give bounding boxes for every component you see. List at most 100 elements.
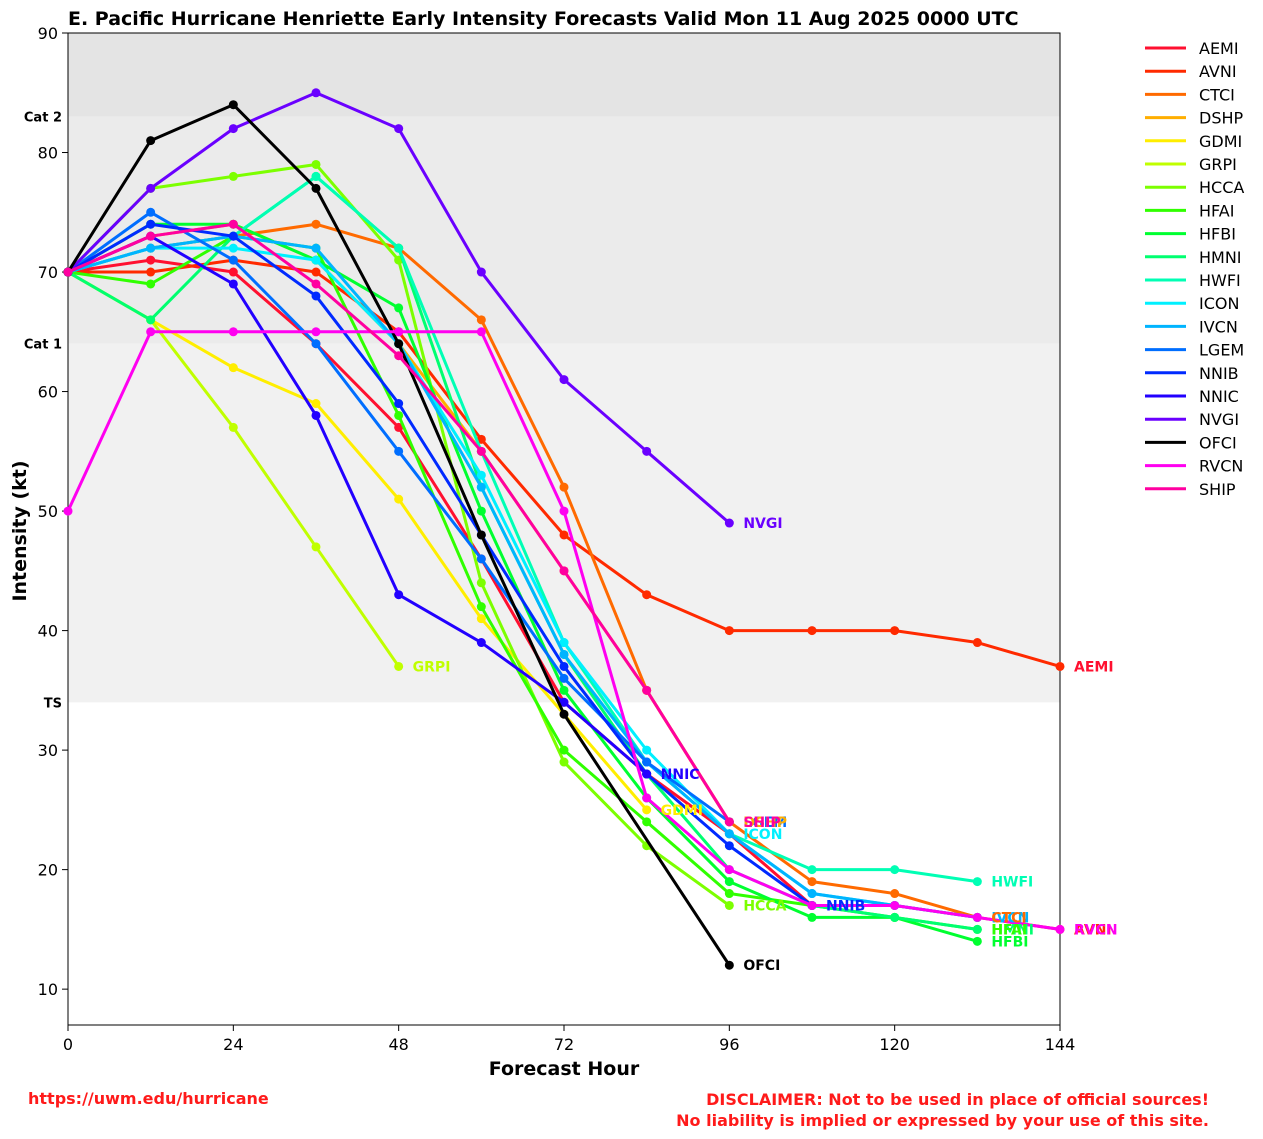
band-label: TS [44,696,62,711]
data-point-nvgi [476,267,486,277]
data-point-nnib [559,661,569,671]
data-point-hwfi [890,865,900,875]
disclaimer-line-2: No liability is implied or expressed by … [676,1111,1209,1130]
data-point-ship [724,817,734,827]
data-point-nnic [311,410,321,420]
data-point-lgem [228,255,238,265]
end-label-hwfi: HWFI [991,875,1033,891]
data-point-grpi [311,542,321,552]
legend-label-gdmi: GDMI [1199,132,1242,151]
data-point-avni [724,626,734,636]
legend-label-aemi: AEMI [1199,39,1239,58]
data-point-ivcn [146,243,156,253]
end-label-nnib: NNIB [826,898,865,914]
legend-label-avni: AVNI [1199,62,1237,81]
data-point-grpi [228,422,238,432]
data-point-nnic [228,279,238,289]
data-point-lgem [311,339,321,349]
data-point-hmni [890,912,900,922]
legend-label-ship: SHIP [1199,480,1236,499]
legend-label-ofci: OFCI [1199,433,1237,452]
y-tick-label: 10 [38,980,58,999]
data-point-hfai [394,410,404,420]
data-point-nvgi [311,88,321,98]
end-label-grpi: GRPI [413,659,451,675]
legend-label-hfbi: HFBI [1199,225,1236,244]
end-label-aemi: AEMI [1074,659,1114,675]
data-point-hcca [559,757,569,767]
data-point-rvcn [228,327,238,337]
data-point-gdmi [642,805,652,815]
data-point-ctci [311,219,321,229]
data-point-rvcn [890,900,900,910]
legend-label-nnib: NNIB [1199,364,1239,383]
data-point-rvcn [972,912,982,922]
band-label: Cat 2 [24,111,62,126]
data-point-nvgi [394,124,404,134]
data-point-nvgi [559,375,569,385]
data-point-aemi [228,267,238,277]
data-point-ivcn [559,649,569,659]
y-tick-label: 60 [38,383,58,402]
y-tick-label: 70 [38,263,58,282]
axes: 0 24 48 72 96 120 144 10 20 30 40 50 60 70 80 90 [38,24,1076,1054]
data-point-rvcn [146,327,156,337]
data-point-rvcn [311,327,321,337]
data-point-avni [642,590,652,600]
data-point-gdmi [311,399,321,409]
data-point-hfbi [807,912,817,922]
end-label-hfbi: HFBI [991,934,1028,950]
data-point-hwfi [807,865,817,875]
data-point-ship [394,351,404,361]
data-point-nnib [311,291,321,301]
data-point-gdmi [394,494,404,504]
x-tick-label: 24 [223,1035,243,1054]
end-label-icon: ICON [743,827,782,843]
data-point-ctci [476,315,486,325]
legend-label-nvgi: NVGI [1199,410,1239,429]
data-point-hfai [146,279,156,289]
legend: AEMI AVNI CTCI DSHP GDMI GRPI HCCA HFAI HFBI HMNI… [1145,39,1244,499]
legend-label-ctci: CTCI [1199,85,1235,104]
data-point-nvgi [642,446,652,456]
data-point-rvcn [724,865,734,875]
end-label-hcca: HCCA [743,898,786,914]
legend-label-hmni: HMNI [1199,248,1242,267]
data-point-hwfi [972,877,982,887]
data-point-ship [642,685,652,695]
data-point-ship [146,231,156,241]
data-point-nvgi [724,518,734,528]
data-point-ship [559,566,569,576]
end-label-ofci: OFCI [743,958,780,974]
data-point-hfai [642,817,652,827]
data-point-lgem [642,757,652,767]
legend-label-grpi: GRPI [1199,155,1237,174]
data-point-ofci [311,183,321,193]
y-tick-label: 20 [38,861,58,880]
data-point-grpi [394,661,404,671]
end-label-hmni: HMNI [991,922,1034,938]
data-point-ofci [394,339,404,349]
x-axis-label: Forecast Hour [489,1058,640,1080]
y-tick-label: 30 [38,741,58,760]
data-point-ivcn [807,889,817,899]
band-ts [68,343,1060,703]
data-point-hcca [311,159,321,169]
data-point-hfai [724,889,734,899]
data-point-avni [146,267,156,277]
end-label-ivcn: IVCN [991,910,1029,926]
data-point-avni [890,626,900,636]
end-label-avni: AVNI [1074,922,1112,938]
x-tick-label: 96 [719,1035,739,1054]
legend-label-hcca: HCCA [1199,178,1244,197]
data-point-avni [807,626,817,636]
source-url[interactable]: https://uwm.edu/hurricane [28,1089,269,1108]
data-point-ivcn [311,243,321,253]
end-label-lgem: LGEM [743,815,787,831]
data-point-ivcn [476,482,486,492]
data-point-icon [642,745,652,755]
data-point-hfbi [476,506,486,516]
data-point-hwfi [394,243,404,253]
data-point-hmni [146,315,156,325]
